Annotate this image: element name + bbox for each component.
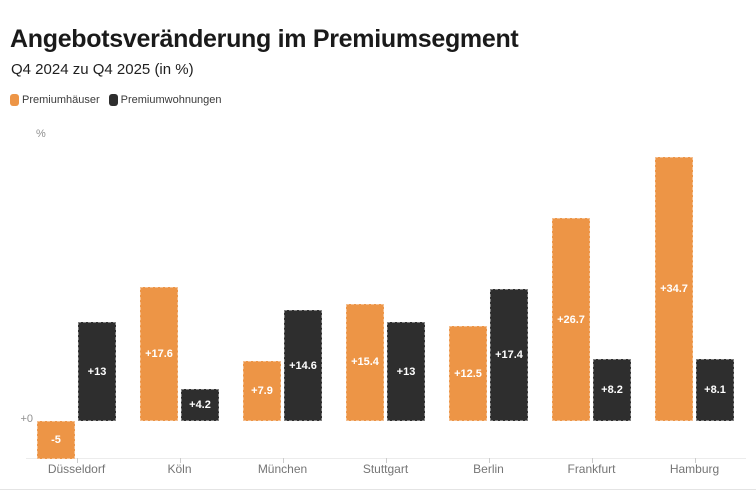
legend-item-premiumhaeuser: Premiumhäuser — [10, 94, 100, 106]
bar-value-label-premiumwohnungen-frankfurt: +8.2 — [601, 383, 623, 396]
legend-swatch-icon-premiumhaeuser — [10, 94, 19, 106]
x-axis-label-muenchen: München — [257, 462, 308, 476]
bar-value-label-premiumhaeuser-muenchen: +7.9 — [251, 384, 273, 397]
bar-value-label-premiumwohnungen-berlin: +17.4 — [495, 348, 523, 361]
bar-value-label-premiumwohnungen-hamburg: +8.1 — [704, 384, 726, 397]
bar-value-label-premiumhaeuser-duesseldorf: -5 — [51, 434, 61, 446]
bar-premiumhaeuser-duesseldorf: -5 — [37, 421, 75, 459]
bar-value-label-premiumhaeuser-berlin: +12.5 — [454, 367, 482, 380]
legend-item-premiumwohnungen: Premiumwohnungen — [108, 94, 222, 106]
y-axis-unit-label: % — [36, 128, 46, 140]
bar-value-label-premiumwohnungen-duesseldorf: +13 — [87, 365, 107, 378]
bar-premiumwohnungen-muenchen: +14.6 — [284, 310, 322, 421]
bar-premiumhaeuser-hamburg: +34.7 — [655, 157, 693, 421]
bar-premiumhaeuser-stuttgart: +15.4 — [346, 303, 384, 421]
zero-axis-label: +0 — [20, 413, 33, 425]
bar-premiumwohnungen-stuttgart: +13 — [387, 322, 425, 421]
bar-value-label-premiumwohnungen-stuttgart: +13 — [396, 365, 416, 378]
bar-value-label-premiumhaeuser-hamburg: +34.7 — [660, 283, 688, 296]
bar-premiumhaeuser-koeln: +17.6 — [140, 287, 178, 421]
x-axis-label-frankfurt: Frankfurt — [567, 462, 616, 476]
x-axis-tick-frankfurt — [591, 458, 593, 463]
bar-premiumwohnungen-duesseldorf: +13 — [78, 322, 116, 421]
bar-premiumwohnungen-koeln: +4.2 — [181, 389, 219, 421]
bar-value-label-premiumhaeuser-koeln: +17.6 — [145, 348, 173, 361]
bar-premiumwohnungen-frankfurt: +8.2 — [593, 358, 631, 421]
x-axis-label-koeln: Köln — [167, 462, 192, 476]
chart-subtitle: Q4 2024 zu Q4 2025 (in %) — [11, 61, 194, 78]
x-axis-tick-duesseldorf — [76, 458, 78, 463]
x-axis-tick-hamburg — [694, 458, 696, 463]
chart-title: Angebotsveränderung im Premiumsegment — [10, 25, 519, 53]
bar-value-label-premiumhaeuser-frankfurt: +26.7 — [557, 313, 585, 326]
bar-premiumwohnungen-hamburg: +8.1 — [696, 359, 734, 421]
bar-value-label-premiumwohnungen-koeln: +4.2 — [189, 399, 211, 412]
bar-value-label-premiumhaeuser-stuttgart: +15.4 — [351, 356, 379, 369]
footer-divider — [0, 489, 756, 490]
x-axis-tick-koeln — [179, 458, 181, 463]
chart-legend: Premiumhäuser Premiumwohnungen — [10, 94, 222, 106]
bar-value-label-premiumwohnungen-muenchen: +14.6 — [289, 359, 317, 372]
legend-label-premiumhaeuser: Premiumhäuser — [22, 94, 100, 106]
x-axis-tick-stuttgart — [385, 458, 387, 463]
x-axis-tick-muenchen — [282, 458, 284, 463]
x-axis-label-duesseldorf: Düsseldorf — [47, 462, 106, 476]
bar-premiumhaeuser-muenchen: +7.9 — [243, 360, 281, 421]
x-axis-tick-berlin — [488, 458, 490, 463]
legend-swatch-icon-premiumwohnungen — [108, 94, 118, 106]
bar-premiumwohnungen-berlin: +17.4 — [490, 288, 528, 421]
legend-label-premiumwohnungen: Premiumwohnungen — [120, 94, 222, 106]
x-axis-label-hamburg: Hamburg — [669, 462, 720, 476]
x-axis-label-stuttgart: Stuttgart — [362, 462, 409, 476]
x-axis-label-berlin: Berlin — [473, 462, 504, 476]
bar-premiumhaeuser-frankfurt: +26.7 — [552, 218, 590, 421]
bar-premiumhaeuser-berlin: +12.5 — [449, 326, 487, 421]
